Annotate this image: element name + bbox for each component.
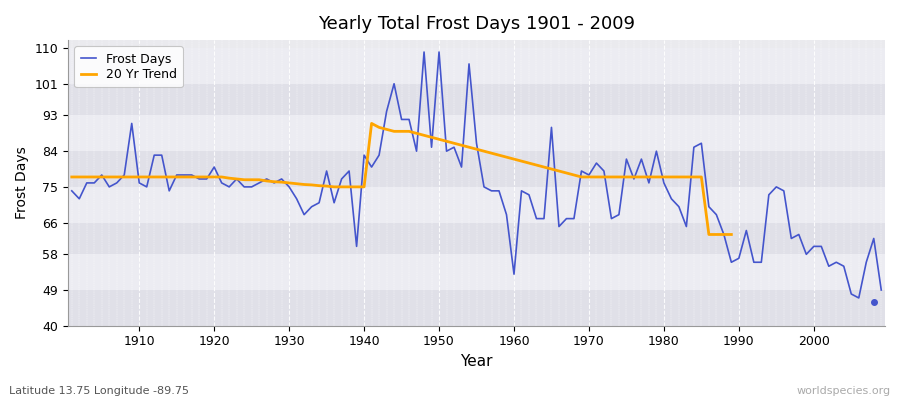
- Bar: [68, 222, 885, 254]
- 20 Yr Trend: [704, 232, 715, 237]
- 20 Yr Trend: [148, 174, 159, 179]
- Text: Latitude 13.75 Longitude -89.75: Latitude 13.75 Longitude -89.75: [9, 386, 189, 396]
- Y-axis label: Frost Days: Frost Days: [15, 146, 29, 219]
- 20 Yr Trend: [321, 184, 332, 188]
- 20 Yr Trend: [659, 174, 670, 179]
- X-axis label: Year: Year: [460, 354, 493, 369]
- Frost Days: [853, 296, 864, 300]
- Frost Days: [508, 272, 519, 276]
- Frost Days: [337, 176, 347, 181]
- Frost Days: [606, 216, 616, 221]
- Frost Days: [67, 188, 77, 193]
- Title: Yearly Total Frost Days 1901 - 2009: Yearly Total Frost Days 1901 - 2009: [318, 15, 635, 33]
- Bar: [68, 187, 885, 222]
- 20 Yr Trend: [134, 174, 145, 179]
- Line: Frost Days: Frost Days: [72, 52, 881, 298]
- Bar: [68, 48, 885, 84]
- Frost Days: [876, 288, 886, 292]
- 20 Yr Trend: [366, 121, 377, 126]
- 20 Yr Trend: [67, 174, 77, 179]
- Line: 20 Yr Trend: 20 Yr Trend: [72, 124, 732, 234]
- Legend: Frost Days, 20 Yr Trend: Frost Days, 20 Yr Trend: [75, 46, 183, 87]
- 20 Yr Trend: [726, 232, 737, 237]
- Frost Days: [292, 196, 302, 201]
- Bar: [68, 290, 885, 326]
- 20 Yr Trend: [202, 174, 212, 179]
- Bar: [68, 151, 885, 187]
- Bar: [68, 84, 885, 116]
- Frost Days: [418, 50, 429, 54]
- Frost Days: [126, 121, 137, 126]
- Text: worldspecies.org: worldspecies.org: [796, 386, 891, 396]
- Bar: [68, 254, 885, 290]
- 20 Yr Trend: [411, 131, 422, 136]
- Bar: [68, 116, 885, 151]
- Frost Days: [516, 188, 526, 193]
